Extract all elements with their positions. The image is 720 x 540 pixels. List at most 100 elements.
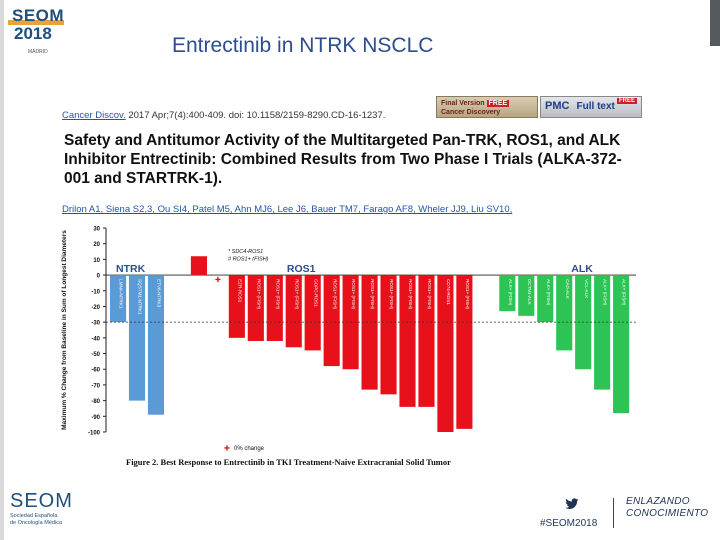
y-tick-label: -90 [91, 415, 100, 421]
y-tick-label: -30 [91, 321, 100, 327]
seom-2018-logo: SEOM 2018 MADRID [8, 4, 66, 64]
logo-year: 2018 [14, 24, 52, 43]
y-tick-label: -40 [91, 336, 100, 342]
slide-title: Entrectinib in NTRK NSCLC [172, 34, 434, 57]
citation-text: 2017 Apr;7(4):400-409. doi: 10.1158/2159… [125, 110, 386, 121]
bar-ros1 [437, 275, 454, 432]
journal-link[interactable]: Cancer Discov. [62, 110, 126, 121]
bar-label: ETV6-NTRK3 [157, 279, 162, 308]
y-tick-label: -100 [88, 431, 101, 437]
bar-alk [556, 275, 573, 351]
bar-label: VCL-ALK [584, 279, 589, 299]
logo-band [8, 20, 64, 25]
authors-list[interactable]: Drilon A1, Siena S2,3, Ou SI4, Patel M5,… [62, 204, 513, 215]
bar-ros1 [266, 275, 283, 341]
bar-alk [613, 275, 630, 414]
bar-alk [518, 275, 535, 316]
y-tick-label: -60 [91, 368, 100, 374]
bar-ros1 [228, 275, 245, 338]
waterfall-chart-svg: 30 20 10 0 -10 -20 -30 -40 -50 -60 -70 -80 -90 -100 Ma… [61, 227, 636, 453]
hashtag: #SEOM2018 [540, 518, 598, 529]
seom-logo-line2: de Oncología Médica [10, 520, 62, 526]
y-axis-label: Maximum % Change from Baseline in Sum of… [61, 230, 68, 430]
bar-ros1 [418, 275, 435, 407]
bar-label: ROS1+ (FISH) [351, 279, 356, 309]
bar-label: ALK+ (FISH) [603, 279, 608, 306]
article-title: Safety and Antitumor Activity of the Mul… [64, 132, 622, 187]
bar-ntrk [110, 275, 127, 323]
bar-ros1 [247, 275, 264, 341]
group-label-ros1: ROS1 [287, 263, 316, 275]
bar-alk [537, 275, 554, 323]
bottom-legend-marker: ✚ [224, 445, 230, 453]
logo-city: MADRID [28, 49, 48, 55]
y-tick-label: -70 [91, 383, 100, 389]
logo-word: SEOM [12, 6, 65, 25]
bar-label: ROS1+ (FISH) [294, 279, 299, 309]
bar-label: ROS1+ (FISH) [275, 279, 280, 309]
pmc-label: PMC [545, 100, 570, 112]
tagline-line2: CONOCIMIENTO [626, 508, 709, 519]
bar-ros1 [380, 275, 397, 395]
right-tab [710, 0, 720, 46]
bar-label: ROS1+ (FISH) [332, 279, 337, 309]
y-tick-label: 10 [93, 258, 100, 264]
bar-label: ROS1+ (FISH) [256, 279, 261, 309]
bar-label: LMNA-NTRK1 [119, 279, 124, 309]
bar-ros1 [456, 275, 473, 429]
bar-label: ALK+ (FISH) [508, 279, 513, 306]
bar-alk [594, 275, 611, 390]
y-tick-label: 0 [97, 274, 101, 280]
pmc-full-text-button[interactable]: PMC FREE Full text [540, 96, 642, 118]
bar-label: GOPC-ROS1 [313, 279, 318, 307]
bar-label: EZR-ROS1 [237, 279, 242, 303]
bar-label: ALK+ (FISH) [546, 279, 551, 306]
final-free-badge: FREE [486, 100, 510, 107]
bar-ros1 [209, 275, 226, 276]
waterfall-chart: 30 20 10 0 -10 -20 -30 -40 -50 -60 -70 -80 -90 -100 Ma… [38, 220, 638, 470]
seom-logo: SEOM Sociedad Española de Oncología Médi… [10, 490, 100, 534]
bar-label: ROS1+ (FISH) [408, 279, 413, 309]
bar-label: SQSTM1-NTRK1 [138, 279, 143, 315]
bottom-legend-label: 0% change [234, 446, 265, 452]
final-version-label: Final Version [441, 100, 485, 107]
legend-entry: * SDC4-ROS1 [228, 249, 263, 255]
final-journal-label: Cancer Discovery [441, 109, 501, 116]
bar-label: ROS1+ (FISH) [427, 279, 432, 309]
y-tick-label: 30 [93, 227, 100, 233]
left-stripe [0, 0, 4, 540]
citation-line: Cancer Discov. 2017 Apr;7(4):400-409. do… [62, 110, 385, 121]
tagline: ENLAZANDO CONOCIMIENTO [626, 496, 708, 520]
bar-ros1 [190, 256, 207, 276]
y-tick-label: -20 [91, 305, 100, 311]
pmc-full-text-label: Full text [576, 101, 615, 112]
bar-ntrk [128, 275, 146, 401]
bar-ros1 [323, 275, 340, 367]
bar-label: ALK+ (FISH) [622, 279, 627, 306]
y-tick-label: 20 [93, 242, 100, 248]
final-version-button[interactable]: Final Version FREE Cancer Discovery [436, 96, 538, 118]
bar-label: ROS1+ (FISH) [465, 279, 470, 309]
twitter-icon [565, 498, 579, 509]
bar-alk [499, 275, 516, 312]
figure-caption: Figure 2. Best Response to Entrectinib i… [126, 457, 451, 467]
y-tick-label: -10 [91, 289, 100, 295]
bar-label: CAD-ALK [565, 279, 570, 300]
group-label-alk: ALK [571, 263, 593, 275]
tagline-line1: ENLAZANDO [626, 496, 690, 507]
footer-divider [613, 498, 614, 528]
group-label-ntrk: NTRK [116, 263, 146, 275]
bar-ros1 [361, 275, 378, 390]
bar-label: ROS1+ (FISH) [370, 279, 375, 309]
bar-ros1 [399, 275, 416, 407]
bar-label: ROS1+ (FISH) [389, 279, 394, 309]
seom-logo-line1: Sociedad Española [10, 513, 58, 519]
bar-ros1 [285, 275, 302, 348]
legend-entry: # ROS1+ (FISH) [228, 257, 269, 263]
bar-ros1 [304, 275, 321, 351]
seom-logo-word: SEOM [10, 490, 73, 512]
bar-label: CD74-ROS1 [446, 279, 451, 305]
zero-change-marker: ✚ [215, 276, 221, 284]
bar-ntrk [147, 275, 165, 415]
